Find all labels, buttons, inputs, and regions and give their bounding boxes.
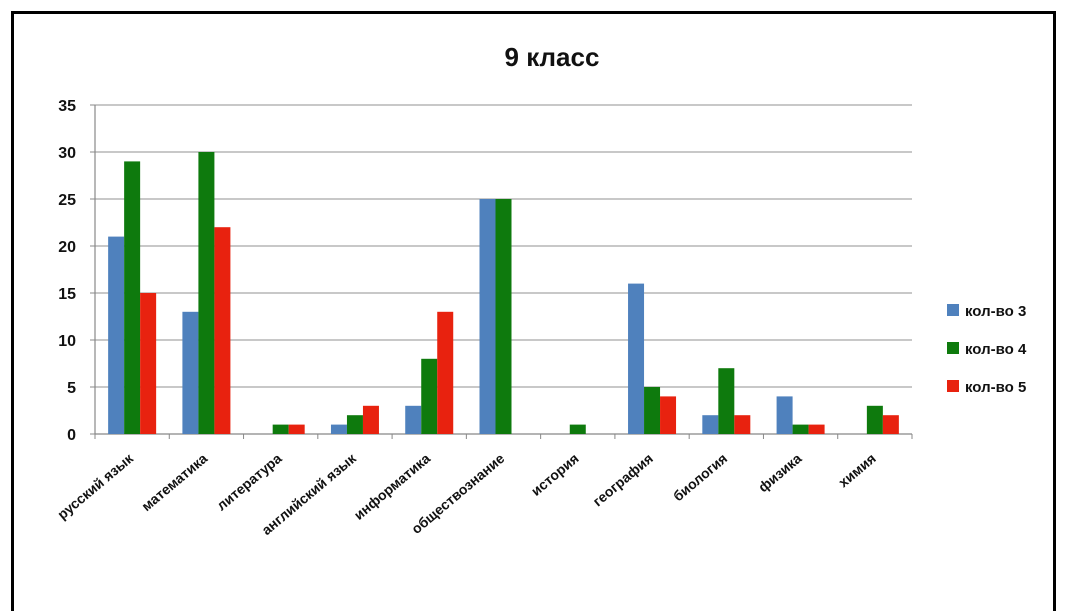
legend-swatch bbox=[947, 380, 959, 392]
y-tick-label: 25 bbox=[58, 192, 76, 209]
bars bbox=[108, 152, 899, 434]
legend-label: кол-во 3 bbox=[965, 303, 1026, 320]
x-tick-label: литература bbox=[213, 450, 284, 514]
y-tick-label: 30 bbox=[58, 145, 76, 162]
y-tick-label: 0 bbox=[67, 427, 76, 444]
chart-frame bbox=[11, 11, 1056, 611]
bar bbox=[660, 396, 677, 434]
bar bbox=[702, 415, 719, 434]
bar bbox=[330, 424, 347, 434]
bar bbox=[288, 424, 305, 434]
bar bbox=[108, 236, 125, 434]
bar bbox=[734, 415, 751, 434]
bar bbox=[437, 311, 454, 434]
x-tick-label: биология bbox=[670, 450, 730, 504]
y-tick-label: 10 bbox=[58, 333, 76, 350]
y-tick-label: 15 bbox=[58, 286, 76, 303]
x-tick-label: русский язык bbox=[54, 449, 137, 522]
y-tick-label: 20 bbox=[58, 239, 76, 256]
bar bbox=[792, 424, 809, 434]
bar bbox=[479, 199, 496, 434]
bar bbox=[124, 161, 141, 434]
bar bbox=[405, 405, 422, 434]
bar bbox=[644, 387, 661, 434]
bar bbox=[346, 415, 363, 434]
x-tick-label: физика bbox=[755, 450, 805, 495]
bar bbox=[776, 396, 793, 434]
y-tick-labels: 0 5 10 15 20 25 30 35 bbox=[58, 98, 76, 444]
legend-swatch bbox=[947, 342, 959, 354]
bar bbox=[718, 368, 735, 434]
chart-title: 9 класс bbox=[505, 42, 600, 72]
bar bbox=[808, 424, 825, 434]
bar bbox=[140, 293, 157, 434]
bar bbox=[569, 424, 586, 434]
legend: кол-во 3 кол-во 4 кол-во 5 bbox=[947, 303, 1027, 396]
legend-label: кол-во 4 bbox=[965, 341, 1027, 358]
bar bbox=[214, 227, 231, 434]
bar bbox=[421, 358, 438, 434]
x-tick-label: химия bbox=[835, 450, 879, 490]
x-tick-label: информатика bbox=[351, 450, 434, 523]
bar bbox=[362, 405, 379, 434]
x-tick-label: история bbox=[528, 450, 582, 499]
bar bbox=[182, 311, 199, 434]
legend-label: кол-во 5 bbox=[965, 379, 1026, 396]
x-tick-labels: русский язык математика литератураанглийск… bbox=[54, 449, 879, 538]
bar bbox=[272, 424, 289, 434]
bar bbox=[866, 405, 883, 434]
y-tick-label: 5 bbox=[67, 380, 76, 397]
legend-swatch bbox=[947, 304, 959, 316]
x-tick-label: география bbox=[589, 450, 655, 509]
bar bbox=[198, 152, 215, 434]
bar bbox=[495, 199, 512, 434]
bar bbox=[628, 283, 645, 434]
bar bbox=[882, 415, 899, 434]
x-tick-label: математика bbox=[138, 450, 210, 514]
y-tick-label: 35 bbox=[58, 98, 76, 115]
